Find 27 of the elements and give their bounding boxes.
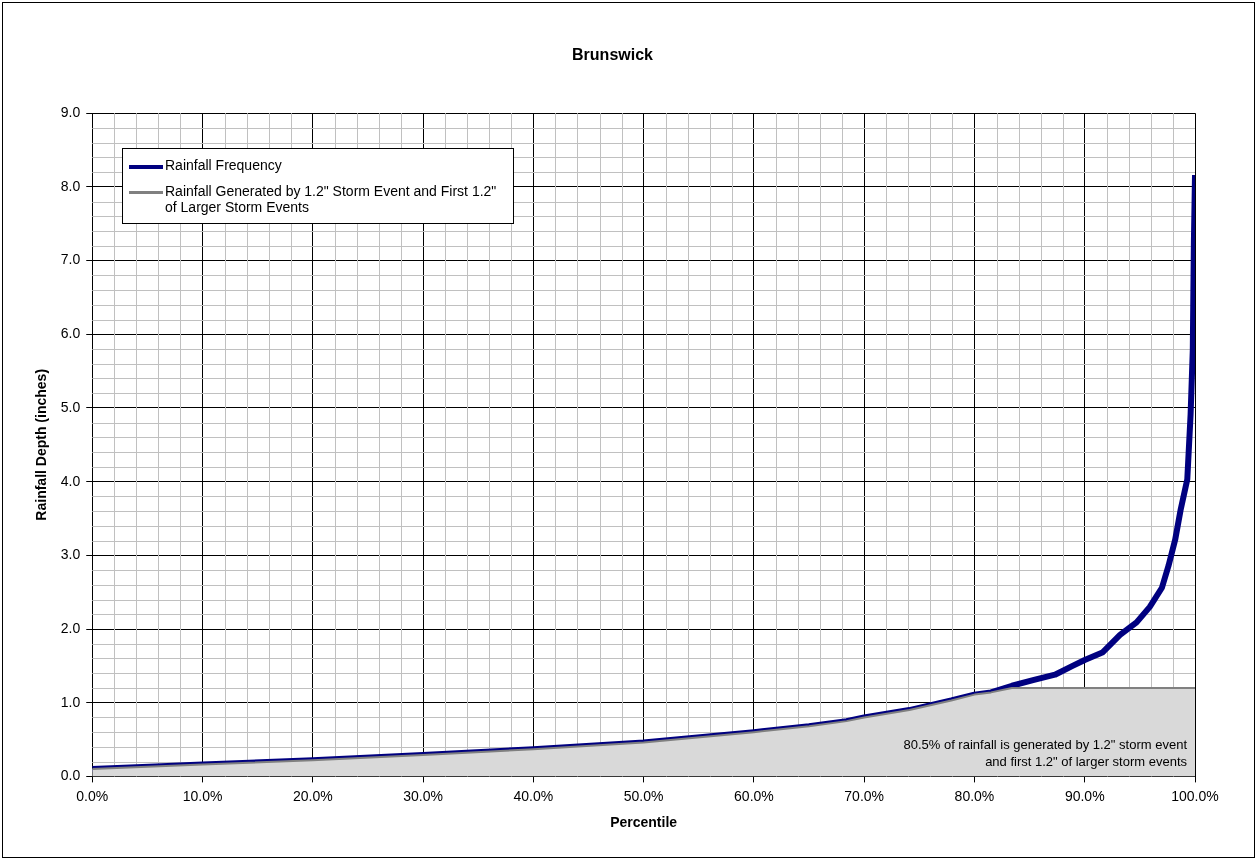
x-tick-label: 10.0% bbox=[182, 787, 223, 804]
y-tick-label: 5.0 bbox=[60, 398, 81, 415]
y-tick-label: 3.0 bbox=[60, 546, 81, 563]
y-axis-title: Rainfall Depth (inches) bbox=[33, 368, 50, 521]
x-tick-label: 80.0% bbox=[954, 787, 995, 804]
chart-title: Brunswick bbox=[572, 46, 654, 64]
x-tick-label: 0.0% bbox=[76, 787, 109, 804]
x-tick-label: 30.0% bbox=[403, 787, 443, 804]
y-tick-label: 8.0 bbox=[60, 177, 81, 194]
y-tick-label: 6.0 bbox=[60, 325, 81, 342]
y-tick-label: 1.0 bbox=[60, 693, 81, 710]
x-tick-label: 70.0% bbox=[844, 787, 885, 804]
x-tick-label: 50.0% bbox=[623, 787, 664, 804]
legend-label: Rainfall Generated by 1.2" Storm Event and First 1.2" of Larger Storm Events bbox=[165, 183, 498, 215]
y-tick-label: 2.0 bbox=[60, 619, 81, 636]
y-tick-label: 4.0 bbox=[60, 472, 81, 489]
legend-label: Rainfall Frequency bbox=[165, 157, 282, 173]
x-tick-label: 100.0% bbox=[1171, 787, 1219, 804]
x-tick-label: 90.0% bbox=[1064, 787, 1105, 804]
y-tick-label: 0.0 bbox=[60, 767, 81, 784]
annotation: 80.5% of rainfall is generated by 1.2" storm event and first 1.2" of larger storm events bbox=[903, 737, 1188, 770]
x-axis-title: Percentile bbox=[610, 814, 678, 831]
x-tick-label: 20.0% bbox=[292, 787, 333, 804]
y-tick-label: 9.0 bbox=[60, 104, 81, 121]
y-tick-label: 7.0 bbox=[60, 251, 81, 268]
x-tick-label: 60.0% bbox=[734, 787, 774, 804]
x-tick-label: 40.0% bbox=[513, 787, 554, 804]
